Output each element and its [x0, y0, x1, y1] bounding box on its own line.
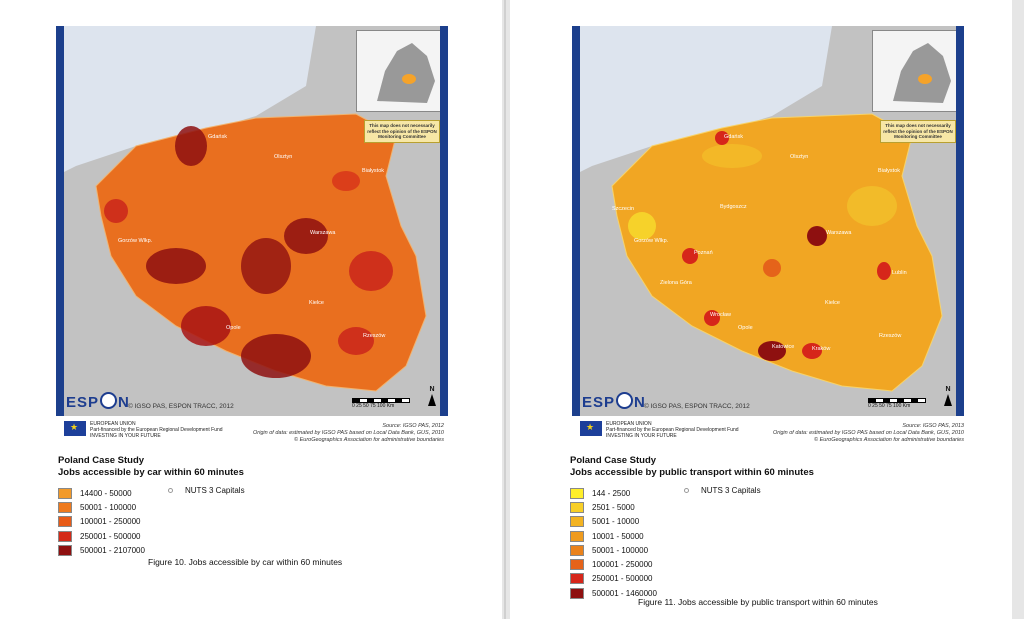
city-label: Warszawa [310, 230, 336, 236]
legend-item: 5001 - 10000 [570, 515, 657, 529]
city-label: Zielona Góra [660, 280, 693, 286]
espon-logo: ESP N [66, 392, 130, 411]
city-label: Wrocław [710, 312, 731, 318]
europe-inset-map [872, 30, 958, 112]
legend-item: 500001 - 1460000 [570, 586, 657, 600]
espon-logo: ESP N [582, 392, 646, 411]
city-label: Katowice [772, 344, 794, 350]
legend: 144 - 2500 2501 - 5000 5001 - 10000 1000… [570, 486, 657, 600]
legend-item: 14400 - 50000 [58, 486, 145, 500]
figure-caption: Figure 10. Jobs accessible by car within… [148, 557, 343, 567]
city-label: Olsztyn [274, 154, 292, 160]
legend-item: 100001 - 250000 [58, 515, 145, 529]
city-label: Olsztyn [790, 154, 808, 160]
city-label: Gdańsk [208, 134, 227, 140]
eu-flag-icon [64, 421, 86, 436]
eu-text: EUROPEAN UNION Part-financed by the Europ… [606, 421, 739, 439]
city-label: Poznań [694, 250, 713, 256]
city-label: Kielce [309, 300, 324, 306]
city-label: Kraków [812, 346, 830, 352]
frame-bar [572, 26, 580, 416]
disclaimer-box: This map does not necessarily reflect th… [364, 120, 440, 143]
city-label: Rzeszów [363, 333, 385, 339]
legend-item: 250001 - 500000 [570, 572, 657, 586]
frame-bar [440, 26, 448, 416]
source-text: Source: IGSO PAS, 2013 Origin of data: es… [773, 423, 964, 443]
legend-nuts: NUTS 3 Capitals [168, 486, 245, 495]
city-label: Rzeszów [879, 333, 901, 339]
city-label: Szczecin [612, 206, 634, 212]
frame-bar [956, 26, 964, 416]
city-label: Opole [226, 325, 241, 331]
eu-flag-icon [580, 421, 602, 436]
legend-item: 10001 - 50000 [570, 529, 657, 543]
source-text: Source: IGSO PAS, 2012 Origin of data: es… [253, 423, 444, 443]
city-label: Białystok [362, 168, 384, 174]
legend-item: 250001 - 500000 [58, 529, 145, 543]
scale-bar: 0 25 50 75 100 Km [868, 398, 928, 409]
legend-nuts: NUTS 3 Capitals [684, 486, 761, 495]
legend-item: 144 - 2500 [570, 486, 657, 500]
legend-item: 500001 - 2107000 [58, 543, 145, 557]
city-label: Bydgoszcz [720, 204, 747, 210]
case-study-title: Poland Case Study Jobs accessible by car … [58, 455, 244, 478]
legend: 14400 - 50000 50001 - 100000 100001 - 25… [58, 486, 145, 557]
eu-text: EUROPEAN UNION Part-financed by the Europ… [90, 421, 223, 439]
disclaimer-box: This map does not necessarily reflect th… [880, 120, 956, 143]
map-car: Gdańsk Olsztyn Białystok Gorzów Wlkp. Wa… [56, 26, 448, 416]
legend-item: 2501 - 5000 [570, 500, 657, 514]
city-label: Lublin [892, 270, 907, 276]
city-label: Kielce [825, 300, 840, 306]
page-right: Gdańsk Olsztyn Białystok Szczecin Bydgos… [510, 0, 1012, 619]
frame-bar [56, 26, 64, 416]
city-label: Warszawa [826, 230, 852, 236]
scale-bar: 0 25 50 75 100 Km [352, 398, 412, 409]
legend-item: 100001 - 250000 [570, 557, 657, 571]
page-divider [504, 0, 506, 619]
north-arrow-icon: N [426, 386, 438, 408]
case-study-title: Poland Case Study Jobs accessible by publ… [570, 455, 814, 478]
legend-item: 50001 - 100000 [58, 500, 145, 514]
europe-inset-map [356, 30, 442, 112]
copyright: © IGSO PAS, ESPON TRACC, 2012 [128, 403, 234, 410]
map-public-transport: Gdańsk Olsztyn Białystok Szczecin Bydgos… [572, 26, 964, 416]
legend-item: 50001 - 100000 [570, 543, 657, 557]
north-arrow-icon: N [942, 386, 954, 408]
city-label: Gorzów Wlkp. [118, 238, 153, 244]
city-label: Opole [738, 325, 753, 331]
city-label: Gorzów Wlkp. [634, 238, 669, 244]
city-label: Gdańsk [724, 134, 743, 140]
city-label: Białystok [878, 168, 900, 174]
figure-caption: Figure 11. Jobs accessible by public tra… [638, 597, 878, 607]
page-left: Gdańsk Olsztyn Białystok Gorzów Wlkp. Wa… [0, 0, 502, 619]
copyright: © IGSO PAS, ESPON TRACC, 2012 [644, 403, 750, 410]
